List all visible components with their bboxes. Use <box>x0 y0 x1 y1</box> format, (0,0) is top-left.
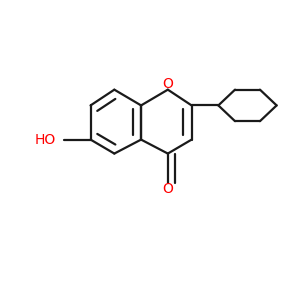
Text: O: O <box>162 77 173 91</box>
Text: HO: HO <box>35 133 56 147</box>
Text: O: O <box>162 182 173 196</box>
